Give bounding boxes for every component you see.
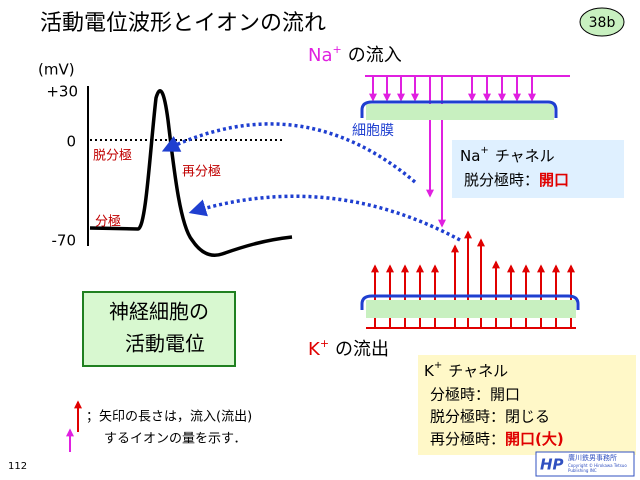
tick: +30 — [46, 83, 78, 101]
k-box — [418, 355, 636, 455]
badge: 38b — [589, 15, 616, 31]
na-state: 脱分極時：開口 — [464, 171, 569, 189]
membrane-label: 細胞膜 — [352, 123, 394, 139]
action-potential — [89, 89, 293, 257]
na-channel: Na+ チャネル — [460, 145, 555, 165]
tick: 0 — [66, 133, 76, 151]
caption: 活動電位 — [125, 332, 205, 356]
membrane-edge — [360, 100, 558, 118]
unit: (mV) — [38, 61, 75, 79]
title: 活動電位波形とイオンの流れ — [40, 11, 326, 36]
copyright: Copyright © Hirokawa Tetsuo — [568, 463, 627, 468]
k-state: 再分極時：開口(大) — [430, 430, 564, 448]
page-number: 112 — [8, 461, 27, 472]
copyright: Publishing INC — [568, 468, 597, 473]
note: するイオンの量を示す． — [104, 432, 246, 447]
k-state: 分極時：開口 — [430, 386, 520, 404]
k-heading: K+ の流出 — [308, 337, 389, 360]
publisher: 廣川鉄男事務所 — [568, 453, 617, 462]
na-heading: Na+ の流入 — [308, 43, 402, 66]
tick: -70 — [52, 232, 77, 250]
note: ；矢印の長さは，流入(流出) — [86, 410, 252, 425]
na-box — [452, 140, 624, 198]
logo-box — [535, 451, 635, 477]
logo: HP — [540, 456, 564, 474]
membrane — [366, 104, 554, 120]
caption: 神経細胞の — [109, 300, 209, 324]
phase-label: 脱分極 — [93, 148, 132, 164]
caption-box — [82, 291, 236, 367]
link-arrow — [188, 194, 461, 242]
phase-label: 再分極 — [182, 164, 221, 180]
badge-bg — [579, 7, 625, 37]
k-channel: K+ チャネル — [424, 360, 508, 380]
phase-label: 分極 — [95, 214, 121, 230]
membrane — [366, 300, 576, 318]
k-state: 脱分極時：閉じる — [430, 408, 550, 426]
link-arrow — [161, 122, 417, 184]
membrane-edge — [360, 294, 580, 310]
